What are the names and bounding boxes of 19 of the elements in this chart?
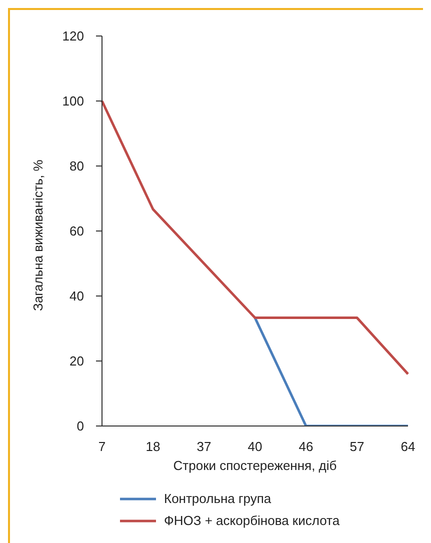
x-tick-label: 46 [298,439,314,454]
legend-label: ФНОЗ + аскорбінова кислота [164,512,340,530]
legend-label: Контрольна група [164,490,272,508]
y-tick-label: 0 [76,418,84,434]
line-series [100,100,410,376]
x-tick-label: 40 [248,439,262,454]
y-axis-title: Загальна виживаність, % [30,159,46,311]
x-axis-title: Строки спостереження, діб [173,458,337,473]
y-tick-label: 40 [70,288,84,304]
y-tick-label: 80 [70,158,84,174]
x-tick-label: 64 [400,439,416,454]
y-tick-label: 20 [70,354,84,369]
y-tick-label: 100 [62,94,84,109]
x-tick-label: 7 [98,439,106,454]
x-tick-label: 57 [350,439,364,454]
x-tick-label: 37 [196,439,212,454]
y-tick-label: 120 [62,28,84,44]
y-tick-label: 60 [70,224,84,239]
x-tick-label: 18 [146,439,160,454]
